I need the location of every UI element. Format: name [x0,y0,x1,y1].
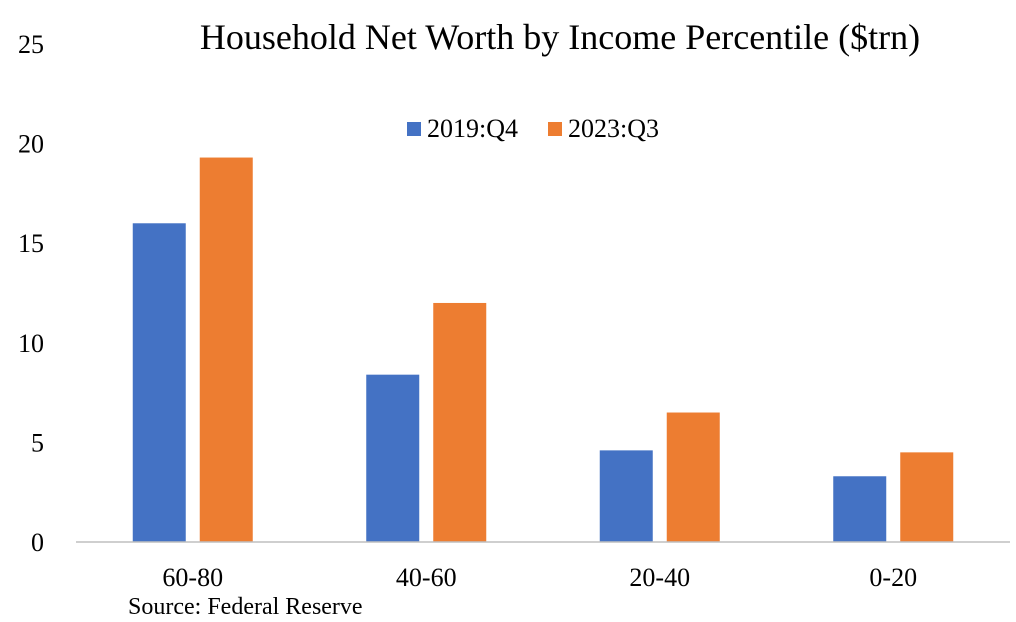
bars [132,157,954,542]
x-tick-label: 0-20 [869,563,917,592]
y-axis: 0 5 10 15 20 25 [18,30,44,557]
y-tick-label: 20 [18,130,44,159]
y-tick-label: 5 [31,428,44,457]
bar-0-20-2023q3 [900,452,954,542]
y-tick-label: 15 [18,229,44,258]
y-tick-label: 25 [18,30,44,59]
x-tick-label: 20-40 [629,563,690,592]
bar-20-40-2019q4 [599,450,653,542]
bar-20-40-2023q3 [666,412,720,542]
y-tick-label: 0 [31,528,44,557]
x-axis-labels: 60-80 40-60 20-40 0-20 [162,563,917,592]
x-tick-label: 60-80 [162,563,223,592]
legend: 2019:Q4 2023:Q3 [25,114,1016,144]
legend-swatch-2019q4 [407,122,421,136]
x-tick-label: 40-60 [396,563,457,592]
legend-item-2019q4: 2019:Q4 [407,114,518,144]
bar-60-80-2023q3 [199,157,253,542]
source-note: Source: Federal Reserve [128,594,363,620]
bar-40-60-2019q4 [366,374,420,542]
bar-0-20-2019q4 [833,476,887,542]
legend-label-2019q4: 2019:Q4 [427,114,518,143]
legend-item-2023q3: 2023:Q3 [548,114,659,144]
y-tick-label: 10 [18,329,44,358]
bar-40-60-2023q3 [433,302,487,542]
legend-label-2023q3: 2023:Q3 [568,114,659,143]
legend-swatch-2023q3 [548,122,562,136]
chart-title: Household Net Worth by Income Percentile… [199,17,921,57]
bar-60-80-2019q4 [132,223,186,542]
